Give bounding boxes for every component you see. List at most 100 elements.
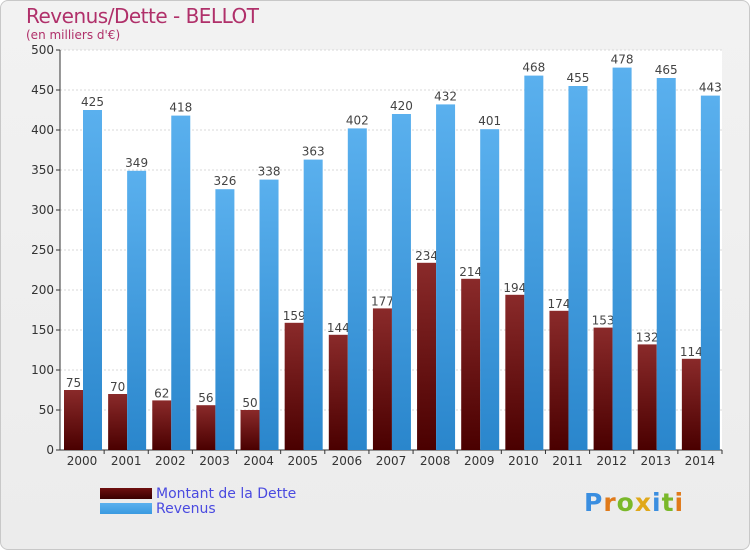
x-tick-label: 2010	[508, 454, 539, 468]
x-tick-label: 2009	[464, 454, 495, 468]
y-tick-label: 150	[31, 323, 54, 337]
data-label-dette: 194	[503, 281, 526, 295]
y-tick-label: 200	[31, 283, 54, 297]
bar-dette	[284, 322, 304, 450]
bar-dette	[196, 405, 216, 450]
bar-dette	[64, 390, 83, 450]
data-label-dette: 132	[636, 330, 659, 344]
bar-revenus	[391, 114, 411, 450]
x-tick-label: 2000	[67, 454, 98, 468]
x-tick-label: 2011	[552, 454, 583, 468]
data-label-dette: 50	[242, 396, 257, 410]
x-tick-label: 2007	[376, 454, 407, 468]
data-label-dette: 114	[680, 345, 703, 359]
x-tick-label: 2004	[243, 454, 274, 468]
bar-revenus	[480, 129, 500, 450]
y-tick-label: 350	[31, 163, 54, 177]
data-label-revenus: 338	[258, 165, 281, 179]
bar-revenus	[171, 115, 191, 450]
logo-letter: P	[584, 488, 604, 517]
data-label-dette: 153	[592, 314, 615, 328]
bar-dette	[681, 358, 701, 450]
bar-dette	[549, 310, 569, 450]
bar-dette	[637, 344, 657, 450]
bar-dette	[328, 334, 348, 450]
proxiti-logo: Proxiti	[584, 488, 684, 517]
logo-letter: i	[652, 488, 662, 517]
data-label-revenus: 326	[213, 174, 236, 188]
data-label-dette: 56	[198, 391, 213, 405]
bar-revenus	[656, 78, 676, 450]
legend-item-dette: Montant de la Dette	[100, 485, 297, 502]
bar-dette	[505, 294, 525, 450]
logo-letter: x	[634, 488, 652, 517]
data-label-dette: 174	[548, 297, 571, 311]
x-tick-label: 2012	[596, 454, 627, 468]
data-label-revenus: 349	[125, 156, 148, 170]
data-label-dette: 234	[415, 249, 438, 263]
bar-revenus	[524, 75, 544, 450]
data-label-dette: 75	[66, 376, 81, 390]
y-tick-label: 450	[31, 83, 54, 97]
logo-letter: o	[616, 488, 635, 517]
data-label-revenus: 418	[169, 101, 192, 115]
bar-revenus	[259, 179, 279, 450]
y-tick-label: 300	[31, 203, 54, 217]
data-label-dette: 62	[154, 386, 169, 400]
y-tick-label: 250	[31, 243, 54, 257]
bar-dette	[593, 327, 613, 450]
x-tick-label: 2002	[155, 454, 186, 468]
x-tick-label: 2013	[641, 454, 672, 468]
logo-letter: t	[661, 488, 675, 517]
chart-subtitle: (en milliers d'€)	[26, 28, 121, 42]
data-label-revenus: 402	[346, 113, 369, 127]
bar-revenus	[215, 189, 235, 450]
data-label-revenus: 401	[478, 114, 501, 128]
data-label-revenus: 465	[655, 63, 678, 77]
bar-dette	[108, 394, 128, 450]
y-tick-label: 400	[31, 123, 54, 137]
data-label-dette: 70	[110, 380, 125, 394]
data-label-revenus: 455	[567, 71, 590, 85]
y-tick-label: 500	[31, 43, 54, 57]
x-tick-label: 2005	[287, 454, 318, 468]
data-label-dette: 177	[371, 294, 394, 308]
bar-revenus	[303, 159, 323, 450]
bar-dette	[372, 308, 392, 450]
x-tick-label: 2014	[685, 454, 716, 468]
legend-swatch-dette	[100, 488, 152, 499]
data-label-revenus: 443	[699, 81, 722, 95]
bar-revenus	[700, 95, 720, 450]
y-tick-label: 0	[46, 443, 54, 457]
data-label-dette: 144	[327, 321, 350, 335]
bar-dette	[240, 410, 260, 450]
bar-revenus	[127, 170, 147, 451]
bar-revenus	[568, 86, 588, 450]
data-label-revenus: 425	[81, 95, 104, 109]
bar-revenus	[347, 128, 367, 450]
legend-swatch-revenus	[100, 503, 152, 514]
legend-item-revenus: Revenus	[100, 500, 296, 517]
logo-letter: r	[603, 488, 617, 517]
data-label-dette: 159	[283, 309, 306, 323]
bar-revenus	[436, 104, 456, 451]
bar-dette	[461, 278, 481, 450]
bar-dette	[152, 400, 172, 450]
legend: Montant de la Dette Revenus	[100, 485, 297, 517]
y-tick-label: 100	[31, 363, 54, 377]
bar-dette	[417, 262, 437, 450]
legend-label-revenus: Revenus	[156, 500, 216, 517]
x-tick-label: 2001	[111, 454, 142, 468]
chart-title: Revenus/Dette - BELLOT	[26, 4, 259, 28]
data-label-revenus: 420	[390, 99, 413, 113]
logo-letter: i	[674, 488, 685, 517]
x-tick-label: 2008	[420, 454, 451, 468]
data-label-revenus: 363	[302, 145, 325, 159]
y-tick-label: 50	[39, 403, 54, 417]
bar-revenus	[612, 67, 632, 450]
data-label-revenus: 432	[434, 89, 457, 103]
bar-revenus	[83, 110, 102, 450]
legend-label-dette: Montant de la Dette	[156, 485, 297, 502]
x-tick-label: 2003	[199, 454, 230, 468]
